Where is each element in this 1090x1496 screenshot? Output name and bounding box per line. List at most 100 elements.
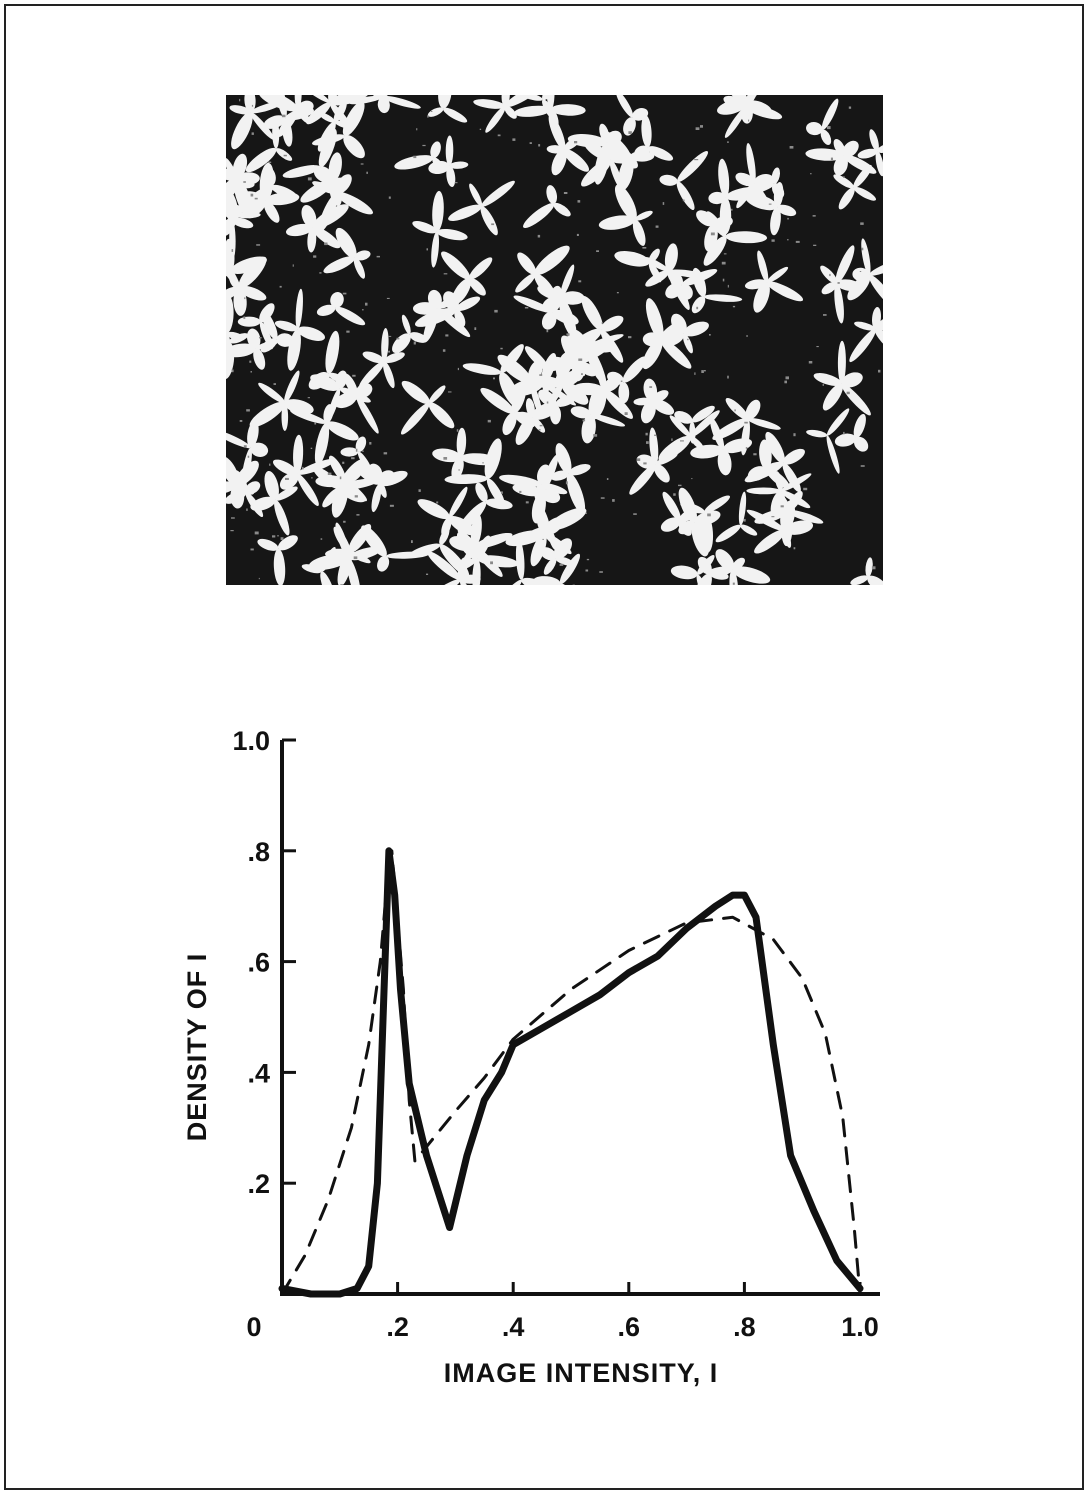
- leaf-shape: [484, 438, 502, 479]
- leaf-shape: [226, 219, 233, 230]
- photo-grain: [307, 397, 310, 399]
- leaf-shape: [497, 354, 532, 384]
- leaf-shape: [777, 494, 789, 512]
- leaf-shape: [636, 454, 656, 469]
- leaf-shape: [660, 517, 681, 532]
- leaf-shape: [340, 447, 359, 457]
- leaf-shape: [401, 380, 430, 404]
- leaf-shape: [320, 571, 336, 585]
- leaf-shape: [431, 231, 440, 268]
- photo-grain: [732, 305, 736, 308]
- leaf-shape: [265, 192, 300, 206]
- leaf-shape: [703, 294, 743, 302]
- photo-grain: [231, 249, 234, 252]
- leaf-shape: [300, 179, 334, 203]
- photo-grain: [422, 144, 426, 147]
- leaf-shape: [451, 278, 472, 305]
- leaf-shape: [326, 421, 359, 441]
- photo-grain: [687, 338, 689, 341]
- leaf-shape: [297, 326, 326, 341]
- photo-grain: [582, 419, 586, 422]
- photo-grain: [559, 563, 564, 566]
- leaf-shape: [401, 314, 411, 335]
- leaf-shape: [651, 390, 669, 403]
- photo-grain: [694, 159, 699, 161]
- leaf-shape: [614, 251, 650, 267]
- leaf-shape: [670, 565, 698, 580]
- leaf-shape: [546, 95, 555, 110]
- leaf-shape: [301, 204, 317, 228]
- leaf-shape: [285, 223, 313, 237]
- leaf-shape: [313, 466, 341, 489]
- leaf-shape: [603, 376, 621, 392]
- leaf-shape: [547, 356, 572, 367]
- photo-grain: [710, 232, 715, 236]
- leaf-shape: [553, 538, 573, 559]
- leaf-shape: [348, 95, 383, 105]
- leaf-shape: [354, 250, 371, 261]
- photo-grain: [823, 314, 827, 316]
- photo-grain: [243, 181, 246, 183]
- leaf-shape: [648, 248, 660, 263]
- leaf-shape: [238, 256, 267, 289]
- leaf-shape: [590, 413, 626, 427]
- leaf-shape: [439, 527, 450, 545]
- leaf-shape: [806, 122, 823, 136]
- leaf-shape: [741, 419, 750, 456]
- leaf-shape: [555, 363, 572, 382]
- leaf-shape: [456, 427, 467, 458]
- leaf-shape: [226, 294, 234, 334]
- leaf-shape: [504, 105, 517, 119]
- photo-grain: [753, 453, 757, 456]
- leaf-shape: [766, 468, 790, 489]
- leaf-shape: [448, 486, 468, 518]
- leaf-shape: [854, 321, 876, 331]
- photo-grain: [682, 199, 685, 202]
- leaf-shape: [560, 264, 575, 298]
- leaf-shape: [446, 165, 456, 188]
- leaf-shape: [623, 117, 636, 136]
- leaf-shape: [754, 509, 788, 524]
- photo-grain: [457, 367, 459, 371]
- foliage-photo-graphic: [226, 95, 883, 585]
- leaf-shape: [454, 309, 466, 327]
- leaf-shape: [563, 136, 582, 151]
- photo-grain: [327, 472, 332, 475]
- leaf-shape: [432, 157, 445, 172]
- leaf-shape: [511, 383, 527, 414]
- leaf-shape: [543, 382, 577, 406]
- leaf-shape: [531, 416, 546, 433]
- leaf-shape: [470, 514, 482, 547]
- leaf-shape: [226, 168, 237, 181]
- leaf-shape: [658, 435, 691, 462]
- photo-grain: [342, 461, 345, 464]
- leaf-shape: [457, 557, 468, 580]
- y-axis-title: DENSITY OF I: [182, 953, 212, 1142]
- leaf-shape: [541, 311, 557, 330]
- x-axis-title: IMAGE INTENSITY, I: [444, 1358, 719, 1388]
- leaf-shape: [328, 455, 346, 482]
- leaf-shape: [704, 224, 718, 252]
- photo-grain: [445, 334, 449, 337]
- photo-grain: [292, 264, 294, 267]
- photo-grain: [416, 128, 418, 131]
- leaf-shape: [226, 187, 233, 221]
- photo-grain: [239, 420, 243, 422]
- leaf-shape: [867, 575, 883, 585]
- photo-grain: [524, 307, 529, 309]
- photo-grain: [273, 383, 276, 385]
- leaf-shape: [632, 108, 649, 121]
- leaf-shape: [640, 400, 656, 424]
- leaf-shape: [306, 102, 331, 125]
- photo-grain: [600, 497, 605, 499]
- photo-grain: [283, 154, 287, 157]
- x-tick-label: 1.0: [841, 1312, 879, 1342]
- leaf-shape: [703, 236, 727, 266]
- leaf-shape: [546, 145, 565, 154]
- leaf-shape: [725, 397, 749, 420]
- leaf-shape: [662, 491, 681, 521]
- photo-grain: [829, 273, 831, 277]
- photo-grain: [743, 518, 746, 522]
- leaf-shape: [681, 268, 718, 287]
- leaf-shape: [381, 328, 389, 362]
